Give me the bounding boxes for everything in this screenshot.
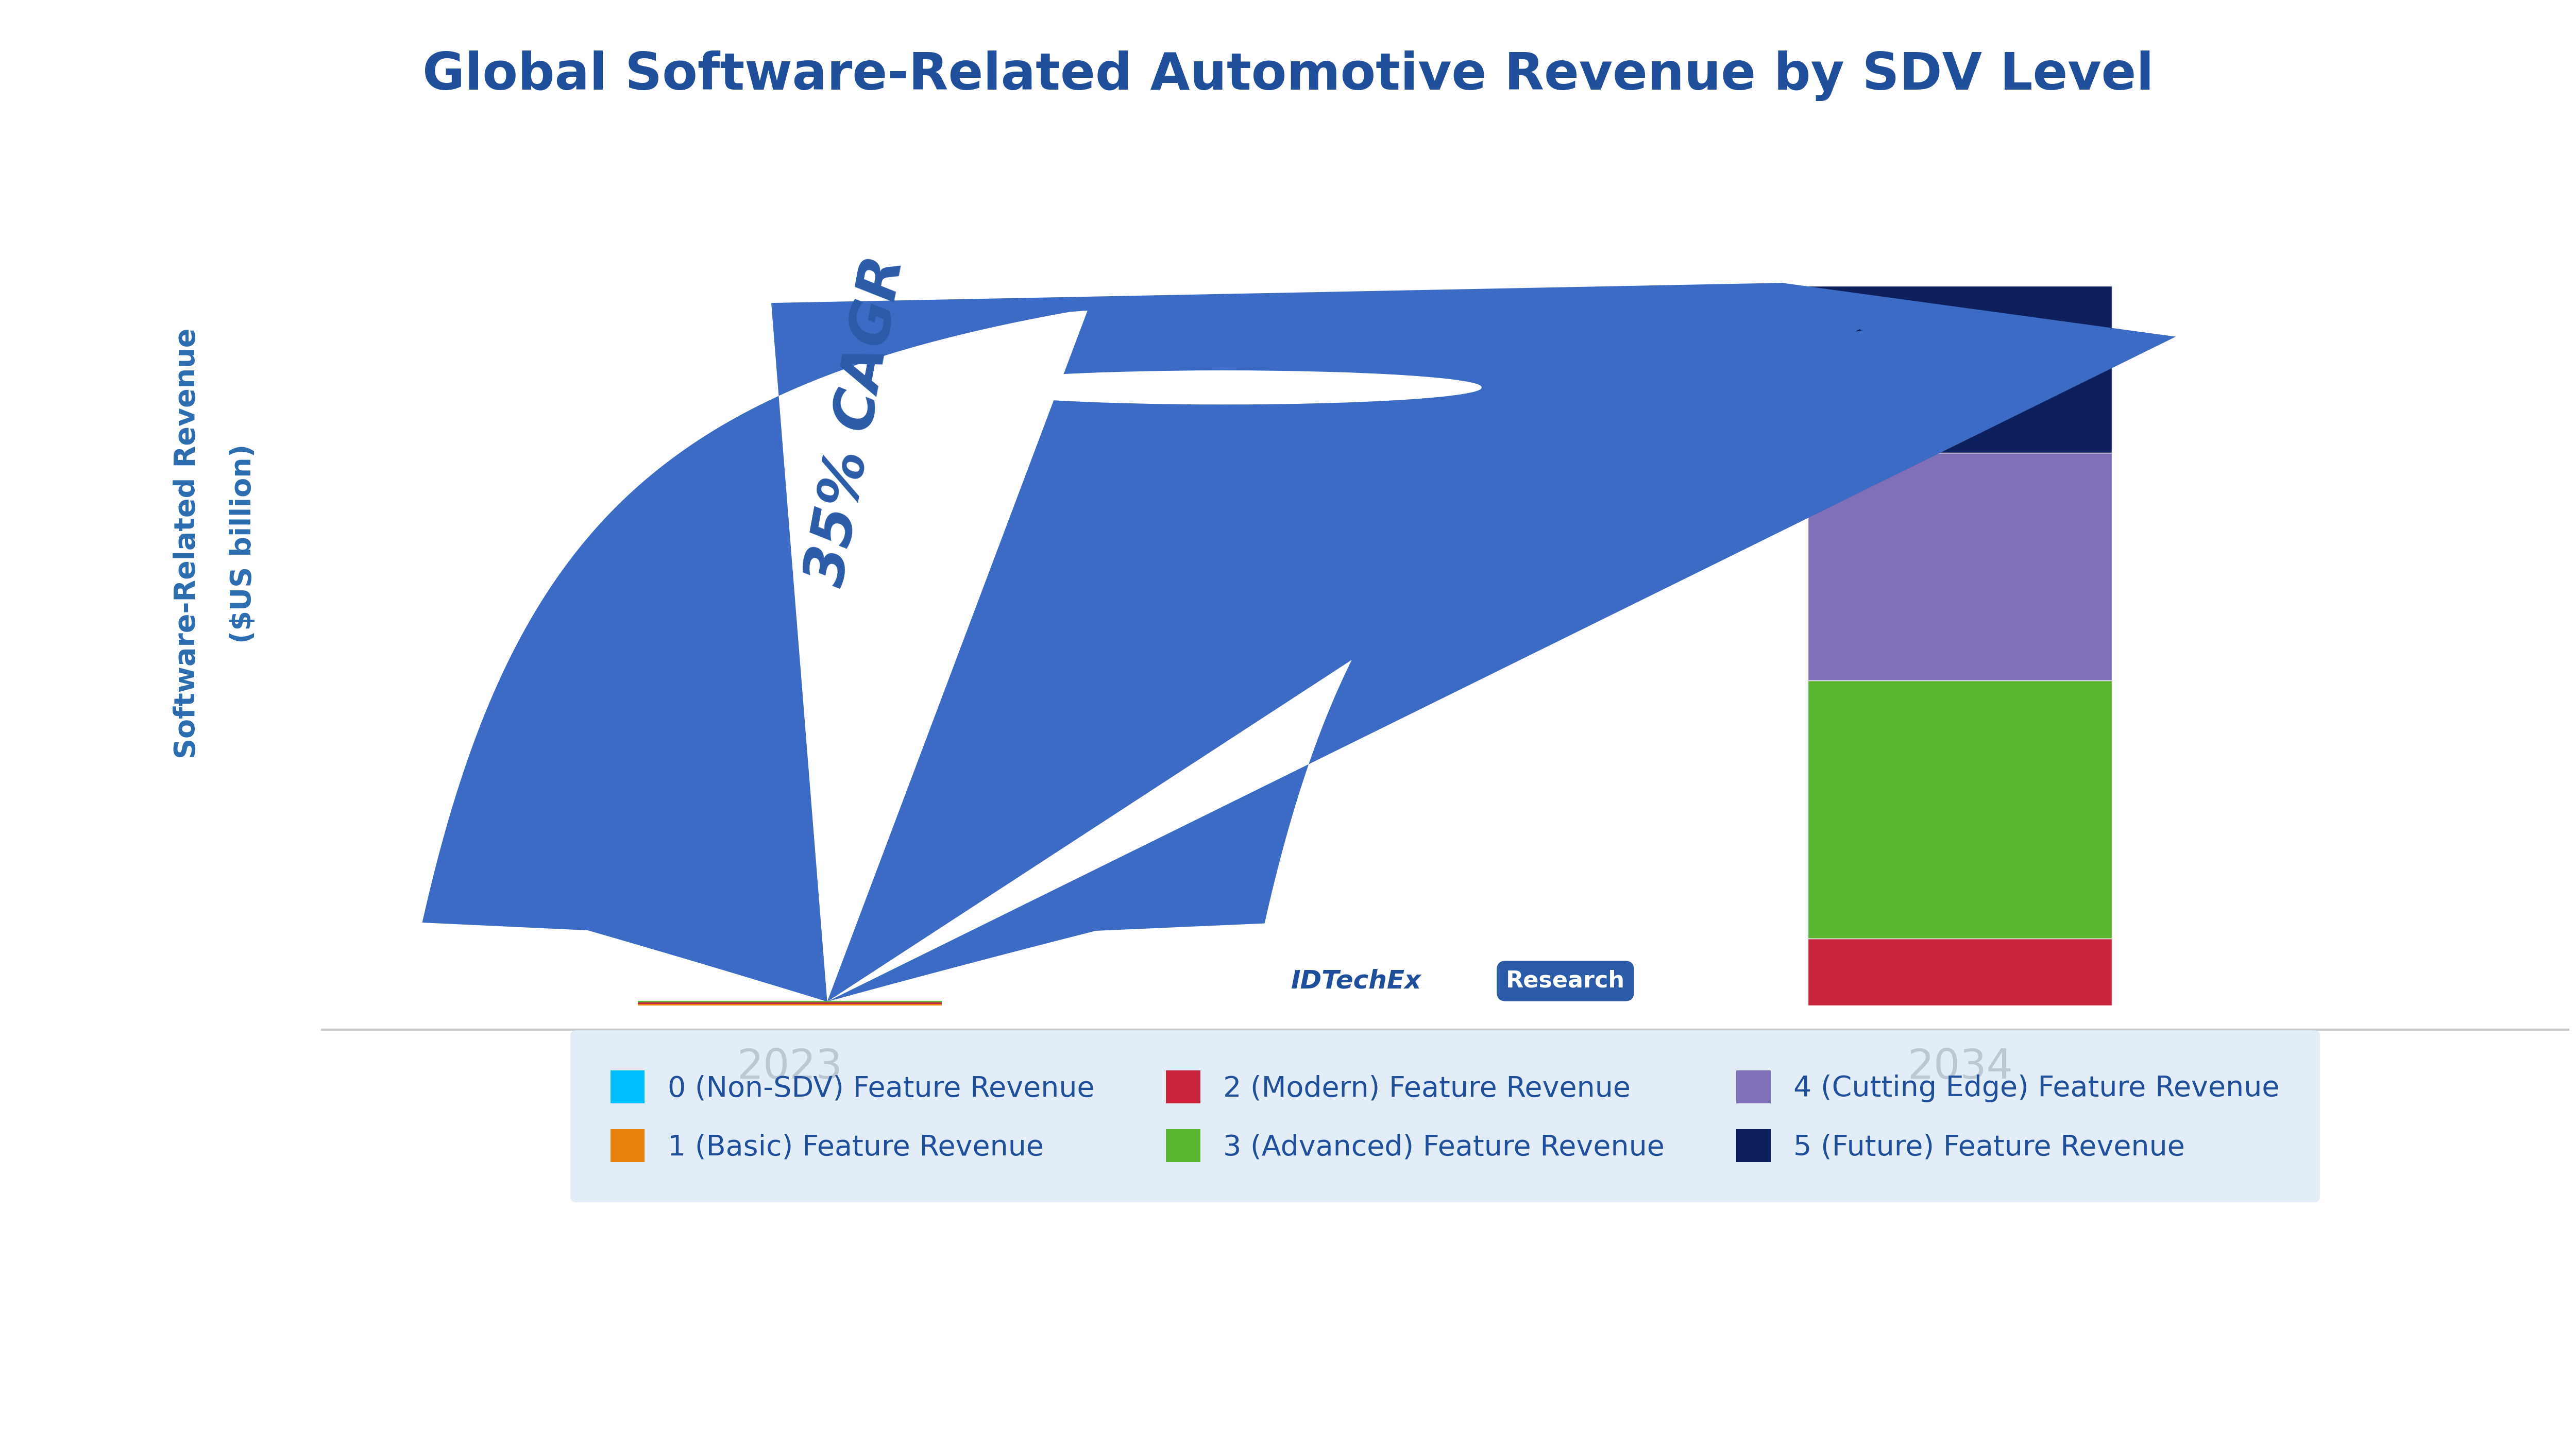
Bar [1808, 285, 2112, 454]
Text: Software-Related Revenue: Software-Related Revenue [173, 327, 201, 759]
Text: ($US billion): ($US billion) [229, 443, 258, 643]
Text: 35% CAGR: 35% CAGR [799, 252, 914, 591]
Text: Research: Research [1507, 969, 1625, 993]
Polygon shape [422, 283, 2177, 1001]
Bar [639, 1003, 943, 1004]
Text: Global Software-Related Automotive Revenue by SDV Level: Global Software-Related Automotive Reven… [422, 51, 2154, 101]
Bar [1808, 454, 2112, 681]
Bar [1808, 681, 2112, 939]
Bar [1808, 939, 2112, 1006]
Text: IDTechEx: IDTechEx [1291, 968, 1422, 994]
Circle shape [966, 371, 1481, 404]
Legend: 0 (Non-SDV) Feature Revenue, 1 (Basic) Feature Revenue, 2 (Modern) Feature Reven: 0 (Non-SDV) Feature Revenue, 1 (Basic) F… [569, 1030, 2321, 1203]
Bar [639, 1001, 943, 1003]
